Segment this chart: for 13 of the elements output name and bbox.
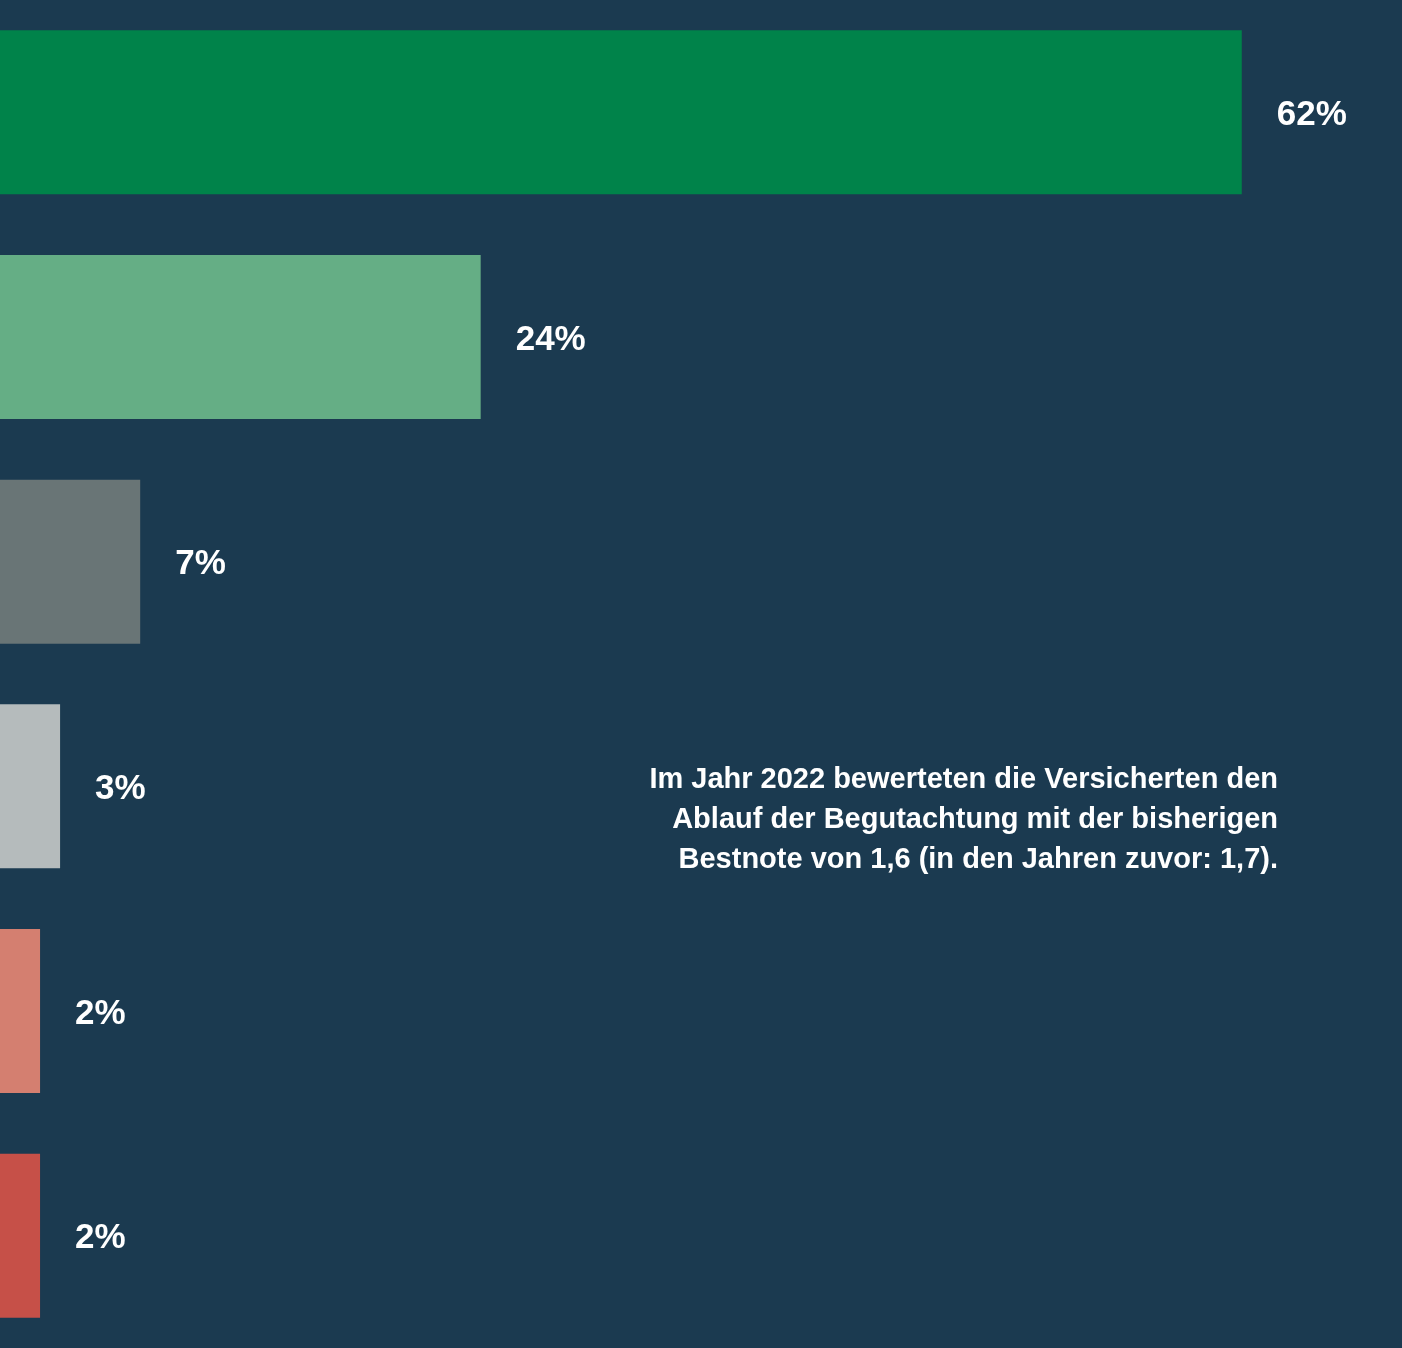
data-label: 7% [175,542,226,582]
bar [0,479,141,644]
bar [0,1153,41,1318]
data-label: 62% [1276,92,1347,132]
data-label: 24% [515,317,586,357]
bar [0,704,61,869]
data-label: 3% [95,766,146,806]
bar [0,929,41,1093]
data-label: 2% [75,1216,126,1256]
bar [0,255,481,419]
bar [0,30,1242,195]
annotation: Im Jahr 2022 bewerteten die Versicherten den Ablauf der Begutachtung mit der bisherigen Bestnote von 1,6 (in den Jahren zuvor: 1,7). [648,761,1278,876]
data-label: 2% [75,991,126,1031]
